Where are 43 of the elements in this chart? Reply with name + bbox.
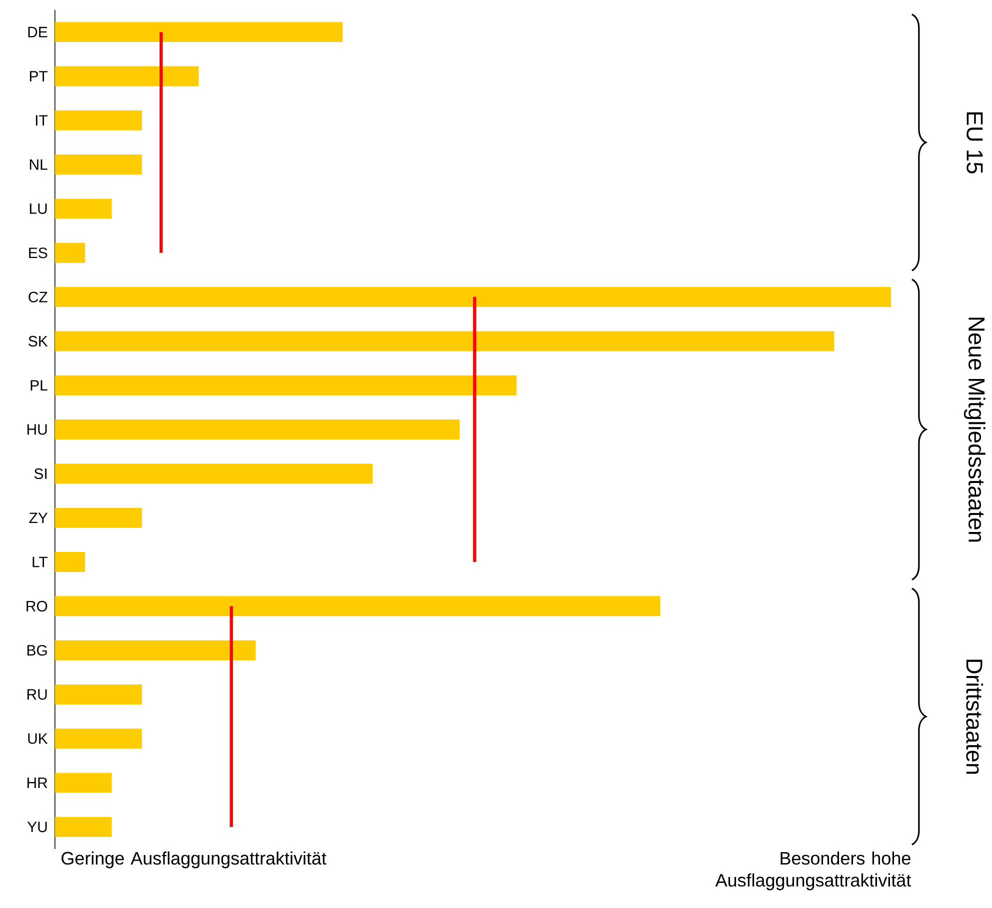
bar [54,640,256,660]
y-tick-label: LT [32,556,48,568]
bar [54,22,343,42]
y-tick-label: IT [36,115,48,126]
y-tick-label: RU [27,689,47,700]
bar [54,508,142,528]
y-tick-label: NL [30,159,48,170]
y-tick-label: CZ [28,292,48,302]
y-tick-label: ES [29,248,48,258]
text: Geringe Ausflaggungsattraktivität [62,851,326,868]
y-tick-label: PL [30,380,48,391]
y-tick-label: PT [30,71,48,82]
y-tick-label: UK [28,733,48,744]
bar [54,198,112,219]
bar [54,772,112,793]
bar [54,596,660,616]
y-tick-label: LU [30,203,47,214]
bar [54,684,142,704]
y-tick-label: HU [27,424,47,435]
y-tick-label: HR [27,778,48,788]
text: Drittstaaten [966,660,984,774]
bar [54,375,516,396]
y-tick-label: DE [28,26,48,38]
y-tick-label: RO [26,600,48,612]
bar [54,154,142,175]
text: Besonders hohe Ausflaggungsattraktivität [715,851,912,890]
text: EU 15 [966,112,983,174]
text: Neue Mitgliedsstaaten [964,318,986,542]
y-tick-label: ZY [29,512,48,523]
bar [54,331,834,352]
y-tick-label: SI [34,468,47,479]
bar [54,420,460,440]
bar [54,242,86,263]
bar [54,110,142,130]
y-tick-label: YU [27,822,47,832]
bar [54,552,86,572]
bar [54,287,892,308]
y-tick-label: BG [27,645,47,656]
bar [54,66,199,86]
bar [54,464,373,484]
y-tick-label: SK [28,336,48,347]
bar [54,728,142,749]
bar [54,816,112,837]
